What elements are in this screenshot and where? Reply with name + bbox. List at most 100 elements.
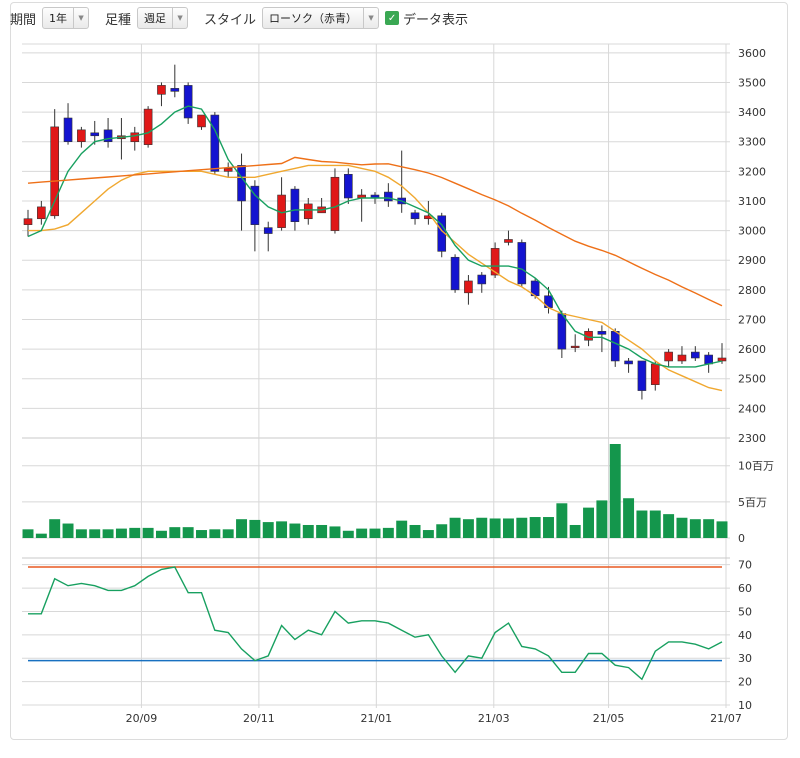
- candle-body: [637, 360, 647, 391]
- candle-body: [410, 212, 420, 220]
- interval-label: 足種: [105, 12, 132, 28]
- rsi-line: [28, 566, 723, 681]
- candle-body: [691, 351, 700, 359]
- volume-tick-label: 0: [738, 532, 745, 545]
- volume-bar: [569, 524, 581, 538]
- candle-body: [450, 256, 460, 291]
- period-select[interactable]: 1年 ▼: [42, 7, 90, 29]
- rsi-tick-label: 40: [738, 629, 752, 642]
- price-tick-label: 2700: [738, 313, 766, 326]
- price-tick-label: 3500: [738, 76, 766, 89]
- candle-body: [504, 239, 513, 243]
- volume-tick-label: 5百万: [738, 496, 767, 509]
- style-label: スタイル: [204, 12, 257, 28]
- moving-average-lines: [27, 105, 723, 392]
- chevron-down-icon: ▼: [172, 8, 187, 28]
- candle-body: [517, 242, 527, 285]
- interval-select[interactable]: 週足 ▼: [137, 7, 189, 29]
- volume-bar: [102, 529, 114, 538]
- volume-bar: [422, 530, 434, 538]
- price-tick-label: 2900: [738, 254, 766, 267]
- candle-body: [50, 126, 59, 217]
- volume-bar: [583, 507, 595, 538]
- volume-bar: [623, 498, 635, 538]
- volume-bar: [236, 519, 248, 538]
- date-tick-label: 20/09: [126, 712, 158, 725]
- ma-mid-line: [28, 164, 723, 392]
- candle-body: [597, 331, 607, 335]
- volume-bar: [449, 517, 461, 538]
- candle-body: [63, 117, 73, 143]
- volume-bar: [556, 503, 568, 538]
- date-tick-label: 21/07: [710, 712, 742, 725]
- candle-body: [610, 331, 620, 362]
- candle-body: [290, 188, 300, 223]
- rsi-tick-label: 20: [738, 676, 752, 689]
- data-display-label: データ表示: [403, 12, 469, 28]
- candle-body: [77, 129, 86, 143]
- interval-value: 週足: [144, 12, 167, 25]
- volume-bar: [716, 521, 728, 538]
- volume-bar: [636, 510, 648, 538]
- volume-bar: [489, 518, 501, 538]
- volume-bar: [49, 519, 61, 538]
- candle-body: [490, 248, 500, 276]
- volume-bar: [155, 530, 167, 538]
- candle-body: [250, 185, 260, 225]
- date-tick-label: 21/03: [478, 712, 510, 725]
- candle-body: [344, 173, 353, 199]
- rsi-tick-label: 30: [738, 652, 752, 665]
- volume-bar: [142, 527, 154, 538]
- axis-labels: 3600 3500 3400 3300 3200 3100 3000 2900 2800 2700…: [126, 47, 774, 725]
- candle-body: [303, 203, 313, 220]
- candle-body: [90, 132, 100, 137]
- volume-bar: [476, 517, 488, 538]
- price-tick-label: 3300: [738, 136, 766, 149]
- candle-body: [197, 114, 206, 128]
- candle-body: [650, 363, 660, 385]
- volume-bar: [543, 517, 554, 538]
- ma-short-line: [27, 105, 723, 368]
- date-tick-label: 20/11: [243, 712, 275, 725]
- volume-bar: [62, 523, 74, 538]
- volume-bar: [689, 519, 701, 538]
- rsi-tick-label: 70: [738, 559, 752, 572]
- candle-body: [384, 191, 393, 202]
- volume-bar: [35, 533, 47, 538]
- candle-body: [130, 132, 140, 143]
- volume-bar: [609, 444, 621, 538]
- candle-body: [170, 88, 180, 92]
- volume-bar: [276, 521, 288, 538]
- price-tick-label: 2600: [738, 343, 766, 356]
- data-display-checkbox[interactable]: ✓: [385, 11, 400, 25]
- volume-bar: [89, 529, 101, 538]
- volume-bar: [342, 530, 354, 538]
- volume-tick-label: 10百万: [738, 460, 774, 473]
- price-tick-label: 3000: [738, 225, 766, 238]
- candle-body: [677, 354, 687, 362]
- candle-body: [143, 108, 153, 145]
- candle-body: [37, 206, 46, 220]
- volume-bar: [249, 519, 261, 538]
- candle-body: [23, 218, 33, 225]
- price-tick-label: 3400: [738, 106, 766, 119]
- candle-body: [624, 360, 633, 365]
- volume-bar: [129, 527, 141, 538]
- chevron-down-icon: ▼: [73, 8, 88, 28]
- price-tick-label: 2400: [738, 402, 766, 415]
- volume-bar: [289, 523, 301, 538]
- candle-body: [664, 351, 673, 362]
- volume-bar: [329, 526, 341, 538]
- volume-bar: [209, 529, 221, 538]
- volume-bar: [676, 517, 688, 538]
- price-tick-label: 2500: [738, 373, 766, 386]
- candle-body: [263, 227, 273, 234]
- rsi-tick-label: 50: [738, 605, 752, 618]
- price-tick-label: 2800: [738, 284, 766, 297]
- style-select[interactable]: ローソク（赤青） ▼: [262, 7, 380, 29]
- period-label: 期間: [10, 12, 37, 28]
- candle-body: [464, 280, 473, 294]
- volume-bars: [22, 444, 728, 538]
- price-tick-label: 2300: [738, 432, 766, 445]
